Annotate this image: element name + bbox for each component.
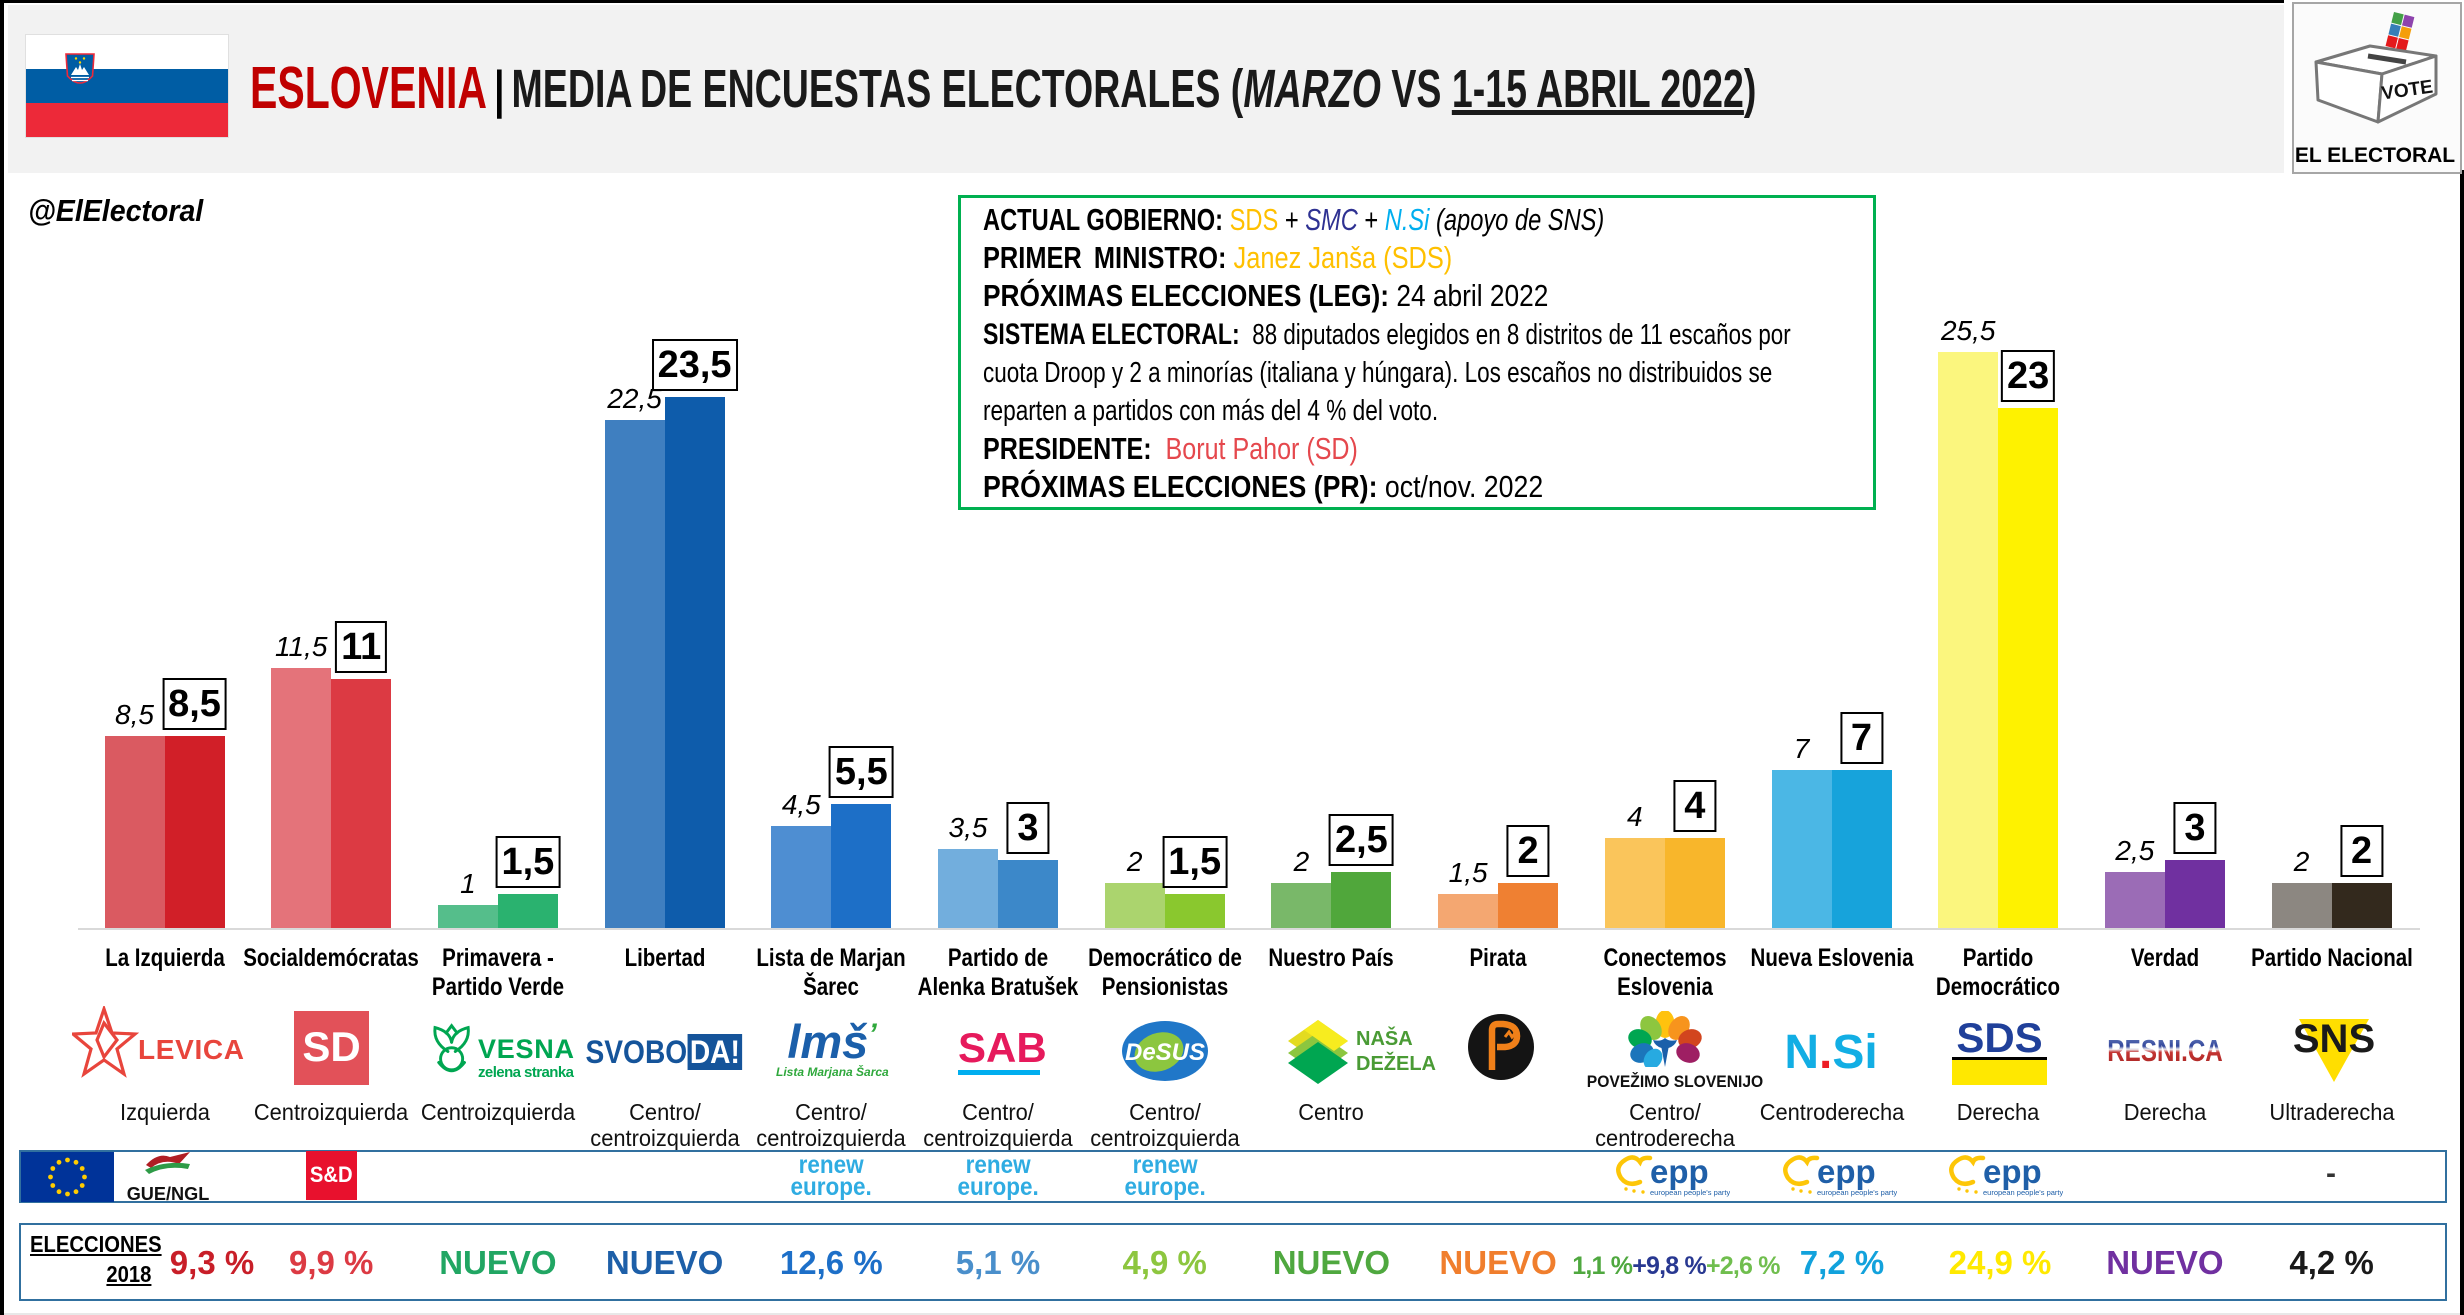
svg-text:NAŠA: NAŠA — [1356, 1026, 1413, 1050]
svg-text:epp: epp — [1650, 1153, 1709, 1190]
svg-text:VESNA: VESNA — [478, 1034, 574, 1064]
svg-text:LEVICA: LEVICA — [138, 1034, 244, 1065]
svg-text:european people's party: european people's party — [1983, 1188, 2063, 1197]
svg-text:european people's party: european people's party — [1650, 1188, 1730, 1197]
svg-text:DeSUS: DeSUS — [1125, 1039, 1205, 1066]
svg-text:SNS: SNS — [2294, 1017, 2374, 1061]
svg-text:epp: epp — [1983, 1153, 2042, 1190]
svg-text:european people's party: european people's party — [1817, 1188, 1897, 1197]
svg-text:zelena stranka: zelena stranka — [478, 1064, 575, 1081]
svg-text:DEŽELA: DEŽELA — [1356, 1051, 1436, 1075]
svg-text:epp: epp — [1817, 1153, 1876, 1190]
